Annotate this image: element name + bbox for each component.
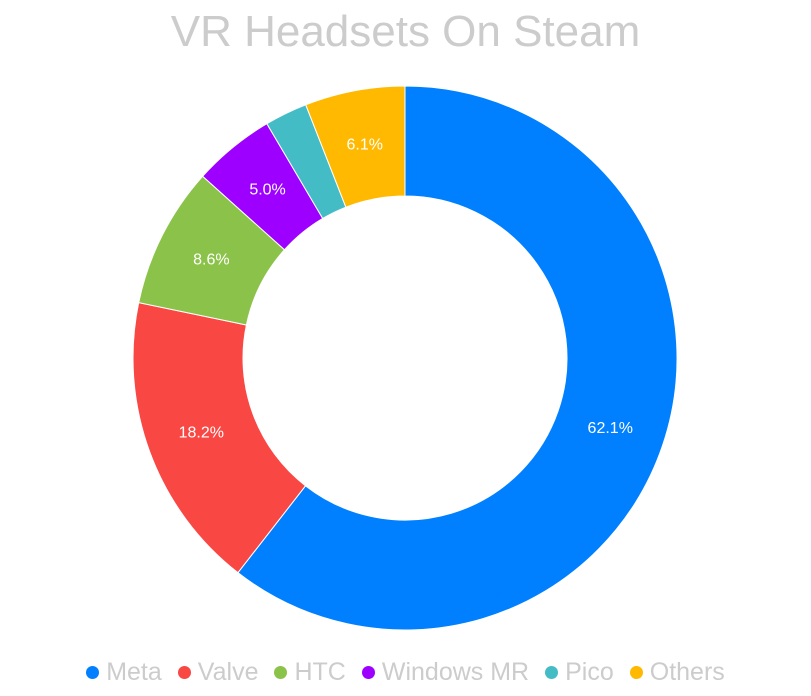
slice-valve	[132, 301, 307, 574]
data-label-windows-mr: 5.0%	[249, 182, 285, 199]
slice-others	[305, 85, 406, 208]
legend-label: Pico	[565, 657, 614, 686]
legend-marker-icon	[274, 665, 288, 679]
donut-chart: 62.1% 18.2% 8.6% 5.0% 6.1%	[132, 85, 678, 631]
legend-label: Others	[649, 657, 725, 686]
data-label-others: 6.1%	[346, 136, 382, 153]
slice-meta	[237, 85, 678, 631]
donut-slices	[132, 85, 678, 631]
legend-marker-icon	[86, 665, 100, 679]
chart-legend: Meta Valve HTC Windows MR Pico Others	[0, 652, 811, 692]
chart-title: VR Headsets On Steam	[170, 7, 641, 56]
legend-item-meta: Meta	[86, 658, 162, 687]
legend-marker-icon	[545, 665, 559, 679]
legend-marker-icon	[177, 665, 191, 679]
data-label-meta: 62.1%	[588, 420, 633, 437]
legend-marker-icon	[629, 665, 643, 679]
slice-data-labels: 62.1% 18.2% 8.6% 5.0% 6.1%	[179, 136, 633, 441]
legend-item-valve: Valve	[177, 657, 259, 687]
legend-item-htc: HTC	[274, 657, 346, 687]
legend-label: HTC	[294, 657, 346, 686]
data-label-valve: 18.2%	[179, 424, 224, 441]
legend-item-others: Others	[629, 657, 725, 687]
legend-label: Windows MR	[381, 657, 530, 686]
data-label-htc: 8.6%	[193, 252, 229, 269]
legend-item-pico: Pico	[545, 658, 614, 687]
legend-item-windows-mr: Windows MR	[361, 657, 530, 687]
legend-marker-icon	[361, 665, 375, 679]
legend-label: Valve	[197, 657, 259, 686]
legend-label: Meta	[106, 657, 162, 686]
